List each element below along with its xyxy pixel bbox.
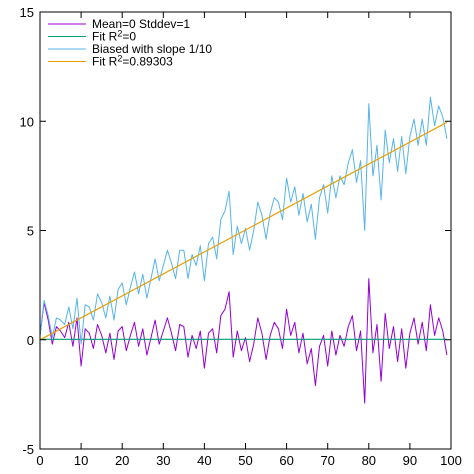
legend-text-part: Fit R (92, 30, 118, 44)
series-line-3 (39, 96, 448, 345)
legend-text-part: Fit R (92, 55, 118, 69)
series-layer (39, 96, 448, 404)
x-tick-label: 10 (74, 453, 88, 468)
legend-text-part: Biased with slope 1/10 (92, 42, 212, 56)
x-tick-label: 0 (36, 453, 43, 468)
x-tick-label: 70 (320, 453, 334, 468)
x-tick-label: 100 (440, 453, 462, 468)
legend-entry: Biased with slope 1/10 (92, 42, 212, 56)
legend-text-part: =0 (122, 30, 136, 44)
legend-entry: Fit R2=0.89303 (92, 54, 173, 69)
y-tick-label: 15 (20, 5, 34, 20)
y-tick-label: 10 (20, 114, 34, 129)
legend-entry: Fit R2=0 (92, 29, 136, 44)
x-tick-label: 50 (238, 453, 252, 468)
x-tick-label: 20 (115, 453, 129, 468)
x-tick-label: 60 (279, 453, 293, 468)
x-tick-label: 40 (197, 453, 211, 468)
x-tick-label: 90 (403, 453, 417, 468)
y-tick-label: -5 (22, 442, 34, 457)
series-line-1 (39, 278, 448, 404)
x-tick-label: 80 (362, 453, 376, 468)
x-tick-label: 30 (156, 453, 170, 468)
legend-text-part: Mean=0 Stddev=1 (92, 17, 190, 31)
legend-superscript: 2 (117, 29, 122, 39)
y-tick-label: 5 (27, 224, 34, 239)
series-line-4 (39, 121, 448, 341)
legend-text-part: =0.89303 (122, 55, 173, 69)
y-tick-label: 0 (27, 333, 34, 348)
legend-entry: Mean=0 Stddev=1 (92, 17, 190, 31)
legend-superscript: 2 (117, 54, 122, 64)
